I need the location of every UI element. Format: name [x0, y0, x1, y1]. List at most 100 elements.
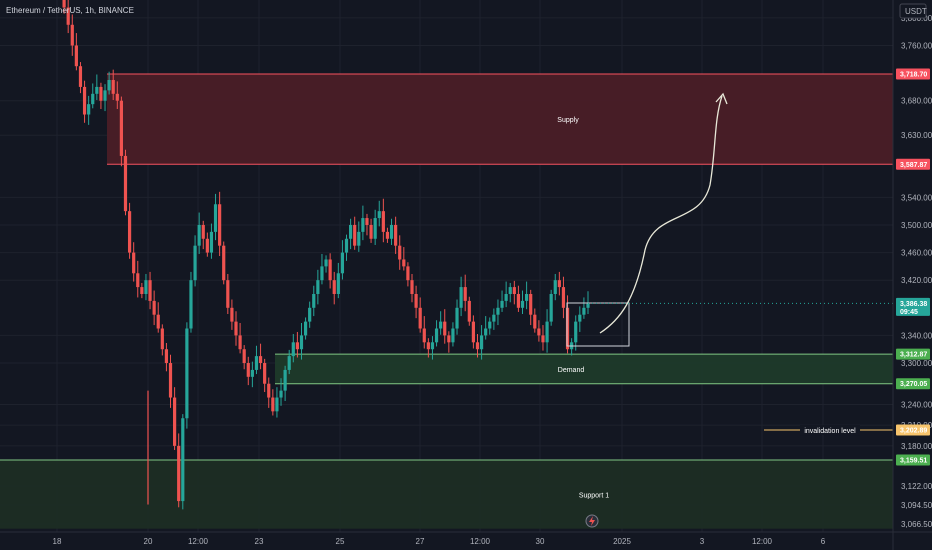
- candle-body: [500, 300, 504, 308]
- candle-body: [181, 418, 185, 502]
- candle-body: [222, 245, 226, 281]
- candle-body: [328, 259, 332, 281]
- candle-body: [369, 224, 373, 239]
- invalidation-tag: [896, 424, 930, 436]
- candle-body: [242, 349, 246, 364]
- y-tick-label: 3,300.00: [901, 359, 932, 368]
- candle-body: [565, 307, 570, 350]
- candle-body: [201, 224, 205, 239]
- chart-title: Ethereum / TetherUS, 1h, BINANCE: [6, 6, 134, 15]
- candle-body: [263, 363, 267, 384]
- candle-body: [381, 211, 385, 232]
- candle-body: [119, 100, 123, 156]
- y-tick-label: 3,460.00: [901, 249, 932, 258]
- candle-body: [250, 369, 254, 377]
- y-tick-label: 3,180.00: [901, 442, 932, 451]
- candle-body: [193, 245, 197, 281]
- candle-body: [520, 300, 525, 308]
- x-axis[interactable]: 18 20 12:00 23 25 27 12:00 30 2025 3 12:00 6: [0, 531, 932, 546]
- x-tick-label: 25: [336, 537, 345, 546]
- candle-body: [353, 224, 357, 246]
- candle-body: [439, 321, 443, 329]
- candle-body: [82, 86, 87, 115]
- candle-body: [586, 303, 590, 308]
- x-tick-label: 12:00: [752, 537, 773, 546]
- candle-body: [561, 287, 566, 308]
- candle-body: [279, 390, 283, 398]
- demand-top-tag: [896, 348, 930, 360]
- candle-body: [87, 104, 91, 115]
- candle-body: [115, 93, 119, 101]
- candle-body: [218, 204, 222, 246]
- x-tick-label: 12:00: [188, 537, 209, 546]
- x-tick-label: 23: [255, 537, 264, 546]
- supply-top-tag: [896, 68, 930, 80]
- candle-body: [275, 397, 279, 412]
- supply-bottom-tag-value: 3,587.87: [900, 162, 927, 169]
- invalidation-label-bg: [800, 425, 860, 436]
- candle-body: [443, 321, 447, 336]
- candle-body: [197, 224, 201, 246]
- candle-body: [234, 321, 238, 336]
- candle-body: [209, 231, 214, 253]
- y-tick-label: 3,500.00: [901, 221, 932, 230]
- demand-zone-label: Demand: [558, 367, 585, 374]
- candle-body: [132, 252, 136, 274]
- projection-arrow: [599, 95, 723, 334]
- candle-body: [471, 321, 475, 343]
- x-tick-label: 27: [416, 537, 425, 546]
- candles: [62, 0, 590, 510]
- x-tick-label: 18: [53, 537, 62, 546]
- candle-body: [516, 293, 521, 308]
- candle-body: [99, 86, 103, 101]
- candle-body: [418, 307, 422, 329]
- candle-body: [78, 66, 83, 87]
- candle-body: [357, 231, 361, 246]
- candle-body: [361, 218, 365, 232]
- candle-body: [156, 314, 160, 329]
- candle-body: [541, 335, 545, 343]
- candle-body: [168, 363, 173, 398]
- candle-body: [434, 328, 439, 343]
- x-tick-label: 30: [536, 537, 545, 546]
- y-tick-label: 3,540.00: [901, 193, 932, 202]
- candle-body: [271, 397, 275, 412]
- candle-body: [467, 300, 471, 322]
- y-tick-label: 3,760.00: [901, 41, 932, 50]
- candle-body: [406, 266, 410, 281]
- candle-body: [62, 0, 66, 8]
- candle-body: [512, 287, 516, 294]
- candle-body: [373, 218, 377, 239]
- candle-body: [74, 45, 78, 67]
- demand-top-tag-value: 3,312.87: [900, 352, 927, 359]
- candle-body: [578, 314, 582, 322]
- zones: Supply Demand Support 1: [0, 73, 893, 529]
- candle-body: [136, 273, 140, 288]
- arrow-head-icon: [715, 92, 728, 105]
- candle-body: [492, 314, 496, 322]
- currency-badge[interactable]: [899, 3, 927, 19]
- candle-body: [349, 224, 353, 239]
- support-zone-label: Support 1: [579, 492, 609, 499]
- candle-body: [459, 287, 463, 308]
- candle-body: [377, 211, 381, 219]
- candle-body: [504, 293, 508, 301]
- candle-body: [148, 280, 152, 301]
- invalidation-label: invalidation level: [804, 428, 856, 435]
- current-price-tag-countdown: 09:45: [900, 309, 918, 316]
- currency-label: USDT: [905, 7, 927, 16]
- y-tick-label: 3,680.00: [901, 97, 932, 106]
- candle-body: [545, 321, 549, 343]
- overlay: invalidation level: [566, 92, 893, 528]
- candle-body: [308, 307, 312, 322]
- support-top-tag: [896, 454, 930, 466]
- support-zone: [0, 460, 893, 529]
- candle-body: [164, 349, 169, 364]
- candle-body: [152, 300, 156, 315]
- candle-body: [246, 363, 250, 377]
- candle-body: [258, 356, 263, 364]
- candle-body: [205, 238, 209, 253]
- candle-body: [185, 328, 189, 419]
- candle-body: [91, 93, 95, 105]
